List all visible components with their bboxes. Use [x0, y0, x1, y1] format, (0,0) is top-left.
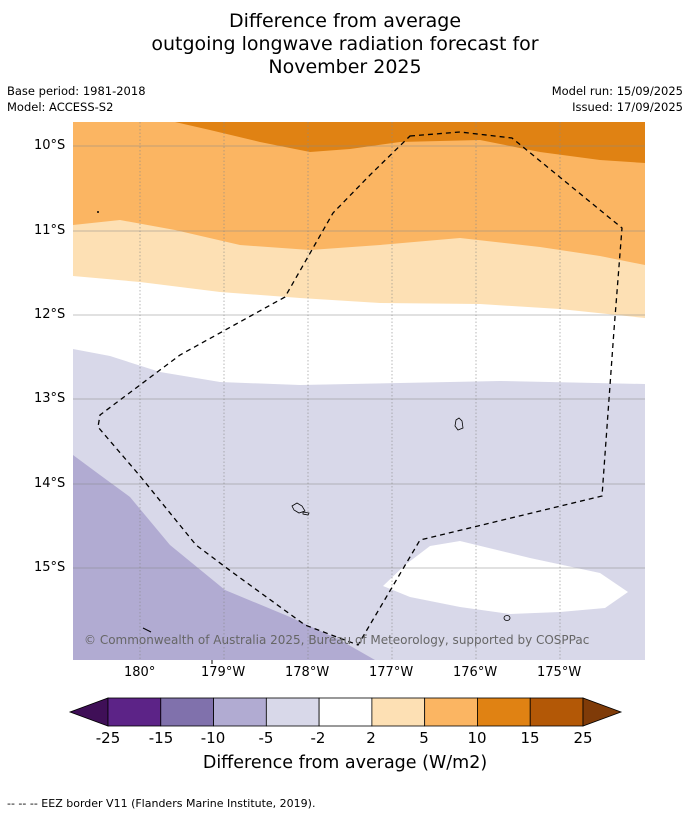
lat-label-13s: 13°S — [34, 391, 66, 406]
model-run: Model run: 15/09/2025 — [551, 84, 683, 98]
anomaly-band-medium-purple — [73, 455, 375, 660]
issued-date: Issued: 17/09/2025 — [572, 100, 683, 114]
colorbar-tick-label: -2 — [310, 729, 326, 747]
lat-label-14s: 14°S — [34, 476, 66, 491]
colorbar-segment — [529, 697, 584, 727]
colorbar-segment — [371, 697, 426, 727]
anomaly-band-dark-orange — [175, 122, 645, 163]
colorbar-title: Difference from average (W/m2) — [202, 753, 488, 773]
colorbar-segment — [318, 697, 373, 727]
colorbar-segment — [477, 697, 531, 727]
island-west — [291, 502, 306, 514]
colorbar-segment — [424, 697, 478, 727]
colorbar-segment — [107, 697, 162, 727]
anomaly-band-neutral-patch — [383, 541, 628, 614]
lat-label-11s: 11°S — [34, 223, 66, 238]
lon-label-177w: 177°W — [369, 665, 414, 680]
map-title-line1: Difference from average — [228, 10, 462, 32]
map-title-line3: November 2025 — [268, 56, 422, 78]
lon-label-178w: 178°W — [285, 665, 330, 680]
colorbar-tick-label: -10 — [200, 729, 226, 747]
colorbar-extend-high — [582, 697, 623, 727]
colorbar-segment — [160, 697, 214, 727]
island-north — [454, 417, 464, 431]
copyright-notice: © Commonwealth of Australia 2025, Bureau… — [84, 633, 590, 647]
base-period: Base period: 1981-2018 — [7, 84, 146, 98]
colorbar-segment — [265, 697, 320, 727]
island-southwest — [142, 627, 152, 633]
eez-legend-note: -- -- -- EEZ border V11 (Flanders Marine… — [7, 797, 316, 810]
lat-label-10s: 10°S — [34, 138, 66, 153]
map-panel — [73, 122, 645, 664]
lon-label-179w: 179°W — [201, 665, 246, 680]
lon-label-175w: 175°W — [537, 665, 582, 680]
island-northwest-dot — [97, 211, 99, 213]
colorbar-tick-label: -25 — [95, 729, 121, 747]
map-title-line2: outgoing longwave radiation forecast for — [151, 33, 539, 55]
colorbar-tick-label: 25 — [573, 729, 593, 747]
anomaly-band-medium-orange — [73, 122, 645, 265]
colorbar-tick-label: 10 — [467, 729, 487, 747]
colorbar-segment — [213, 697, 267, 727]
island-south — [503, 615, 511, 621]
model-name: Model: ACCESS-S2 — [7, 100, 114, 114]
colorbar-tick-label: -15 — [148, 729, 174, 747]
eez-border — [97, 131, 623, 646]
colorbar-tick-label: -5 — [258, 729, 274, 747]
lat-label-12s: 12°S — [34, 307, 66, 322]
map-gridlines — [73, 122, 645, 660]
island-west-small — [302, 511, 310, 516]
lon-label-176w: 176°W — [453, 665, 498, 680]
colorbar-extend-low — [68, 697, 109, 727]
lon-label-180: 180° — [124, 665, 156, 680]
colorbar-tick-label: 5 — [419, 729, 429, 747]
colorbar — [68, 697, 623, 727]
lat-label-15s: 15°S — [34, 560, 66, 575]
colorbar-tick-label: 2 — [366, 729, 376, 747]
colorbar-tick-label: 15 — [520, 729, 540, 747]
